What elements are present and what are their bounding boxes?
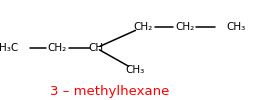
Text: 3 – methylhexane: 3 – methylhexane xyxy=(49,86,169,98)
Text: CH₂: CH₂ xyxy=(175,22,194,32)
Text: CH₃: CH₃ xyxy=(126,65,145,75)
Text: CH₃: CH₃ xyxy=(226,22,245,32)
Text: CH₂: CH₂ xyxy=(48,43,67,53)
Text: CH₂: CH₂ xyxy=(133,22,153,32)
Text: CH: CH xyxy=(89,43,104,53)
Text: H₃C: H₃C xyxy=(0,43,18,53)
